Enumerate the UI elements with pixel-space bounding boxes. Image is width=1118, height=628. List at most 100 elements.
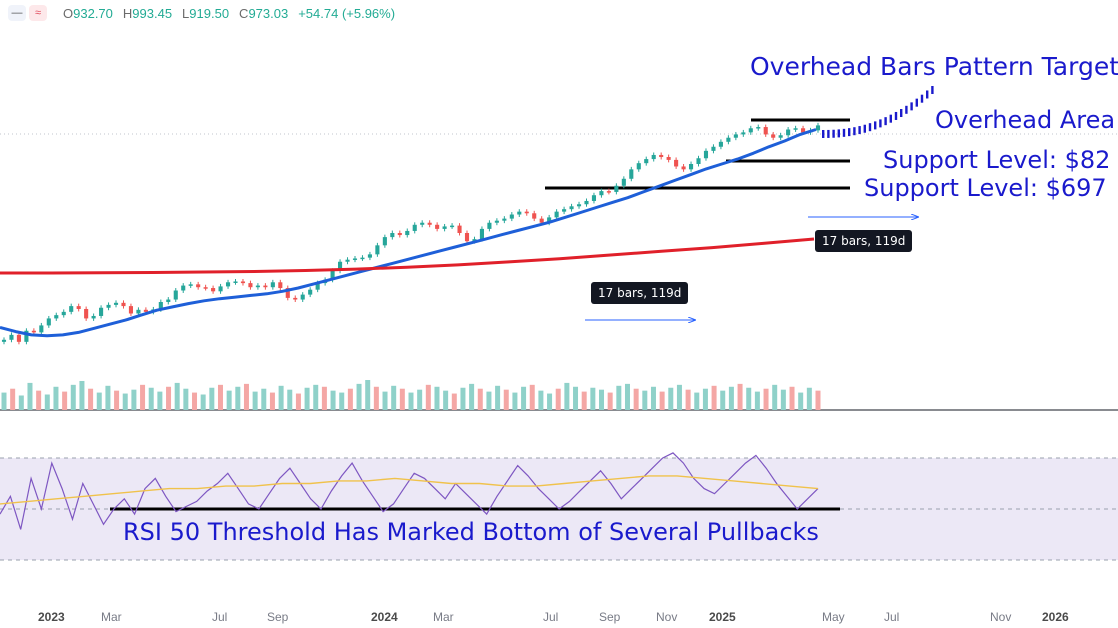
candle-body — [472, 239, 477, 242]
projection-bar — [926, 90, 929, 99]
candle-body — [741, 132, 746, 135]
x-tick-mar-2024: Mar — [433, 610, 454, 624]
volume-bar — [217, 384, 223, 410]
annotation-support-82: Support Level: $82 — [883, 146, 1111, 174]
volume-bar — [243, 383, 249, 410]
candle-body — [240, 281, 246, 284]
volume-bar — [754, 391, 760, 410]
candle-body — [69, 306, 74, 312]
candle-body — [733, 134, 738, 138]
x-tick-2023: 2023 — [38, 610, 65, 624]
x-tick-2026: 2026 — [1042, 610, 1069, 624]
ohlc-low: L919.50 — [182, 5, 230, 21]
volume-bar — [304, 387, 310, 410]
volume-bar — [417, 389, 423, 410]
volume-bar — [555, 388, 561, 410]
candle-body — [517, 211, 522, 215]
volume-bar — [1, 392, 7, 410]
rsi-line — [0, 452, 819, 530]
volume-bar — [321, 386, 327, 410]
moving-average-slow — [0, 237, 815, 275]
projection-bar — [894, 111, 898, 120]
volume-bar — [460, 387, 466, 410]
candle-body — [651, 154, 656, 160]
volume-bar — [434, 386, 440, 410]
candle-body — [554, 211, 559, 218]
volume-bar — [469, 383, 475, 410]
candle-body — [681, 166, 686, 170]
candle-body — [390, 233, 395, 238]
bars-callout-1: 17 bars, 119d — [591, 282, 689, 304]
volume-bar — [763, 388, 769, 410]
candle-body — [771, 134, 776, 138]
candle-body — [397, 233, 402, 236]
candle-body — [666, 157, 671, 160]
volume-bar — [105, 385, 111, 410]
ohlc-legend: — ≈ O932.70 H993.45 L919.50 C973.03 +54.… — [8, 4, 395, 22]
volume-bar — [564, 382, 570, 410]
candle-body — [382, 237, 387, 246]
projection-bar — [863, 124, 866, 133]
x-tick-2025: 2025 — [709, 610, 736, 624]
volume-bar — [70, 384, 76, 410]
x-tick-sep-2024: Sep — [599, 610, 621, 624]
volume-bar — [347, 388, 353, 410]
candle-body — [293, 297, 298, 300]
annotation-rsi: RSI 50 Threshold Has Marked Bottom of Se… — [123, 518, 819, 546]
candle-body — [674, 159, 679, 167]
candle-body — [606, 191, 611, 193]
volume-bar — [114, 390, 120, 410]
volume-bar — [702, 388, 708, 410]
candle-body — [748, 128, 753, 133]
bars-callout-2: 17 bars, 119d — [815, 230, 913, 252]
candle-body — [255, 285, 260, 288]
volume-bar — [174, 382, 180, 410]
candle-body — [91, 315, 96, 319]
volume-bar — [235, 386, 241, 410]
projection-bar — [837, 129, 840, 138]
candle-body — [9, 334, 14, 340]
volume-bar — [313, 384, 319, 410]
candle-body — [1, 339, 7, 342]
candle-body — [532, 213, 537, 219]
rsi-moving-average — [0, 475, 819, 505]
projection-bar — [848, 128, 851, 137]
candle-body — [263, 285, 268, 288]
volume-bar — [391, 385, 397, 410]
legend-buttons: — ≈ — [8, 5, 47, 21]
annotation-overhead-area: Overhead Area — [935, 106, 1116, 134]
candle-body — [614, 185, 619, 192]
ohlc-open: O932.70 — [63, 5, 113, 21]
projection-bar — [822, 130, 825, 138]
volume-bar — [96, 392, 102, 410]
menu-icon[interactable]: — — [8, 5, 26, 21]
annotation-support-697: Support Level: $697 — [864, 174, 1107, 202]
x-tick-may-2025: May — [822, 610, 845, 624]
volume-bar — [365, 380, 371, 410]
volume-bar — [521, 386, 527, 410]
volume-bar — [486, 391, 492, 410]
volume-bar — [443, 390, 449, 410]
candle-body — [308, 289, 313, 295]
candle-body — [248, 283, 253, 288]
moving-average-fast — [0, 128, 817, 338]
volume-bar — [624, 383, 630, 410]
volume-bar — [772, 384, 778, 410]
volume-bar — [503, 389, 509, 410]
wave-icon[interactable]: ≈ — [29, 5, 47, 21]
volume-bar — [166, 386, 172, 410]
ohlc-close: C973.03 — [239, 5, 289, 21]
candle-body — [181, 285, 186, 291]
moving-averages — [0, 128, 817, 338]
candle-body — [106, 304, 111, 308]
x-tick-jul-2023: Jul — [212, 610, 228, 624]
candle-body — [367, 254, 372, 258]
candle-body — [569, 206, 574, 210]
volume-bar — [728, 386, 734, 410]
volume-bar — [295, 393, 301, 410]
candle-body — [143, 309, 148, 312]
candle-body — [188, 284, 193, 286]
candle-body — [158, 302, 163, 310]
candle-body — [121, 302, 126, 307]
